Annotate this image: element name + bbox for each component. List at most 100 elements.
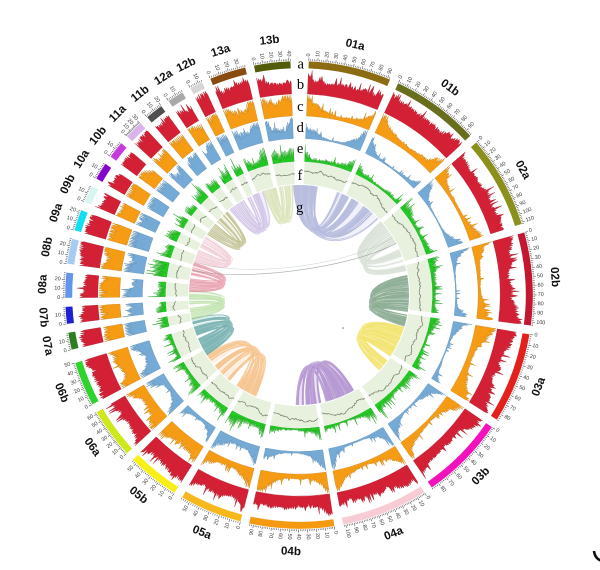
svg-text:0: 0 [102, 149, 108, 156]
svg-text:0: 0 [306, 53, 312, 56]
svg-text:90: 90 [352, 526, 359, 533]
svg-text:30: 30 [70, 379, 78, 387]
svg-text:20: 20 [106, 442, 114, 450]
svg-text:09a: 09a [47, 201, 66, 224]
svg-text:13a: 13a [209, 41, 232, 59]
svg-text:10: 10 [77, 396, 85, 404]
svg-text:10: 10 [406, 76, 414, 84]
svg-text:10: 10 [90, 162, 98, 170]
svg-text:10: 10 [106, 140, 114, 148]
svg-text:0: 0 [162, 93, 169, 99]
svg-text:10: 10 [532, 343, 539, 350]
svg-text:50: 50 [127, 465, 135, 473]
svg-text:20: 20 [222, 61, 230, 69]
svg-text:50: 50 [438, 96, 446, 104]
svg-text:13b: 13b [259, 33, 280, 48]
svg-text:50: 50 [518, 385, 526, 393]
svg-text:30: 30 [232, 58, 239, 65]
svg-text:90: 90 [249, 529, 256, 536]
svg-text:08b: 08b [39, 236, 56, 258]
svg-text:10: 10 [55, 312, 61, 318]
svg-text:10: 10 [191, 73, 199, 81]
svg-text:80: 80 [503, 414, 511, 422]
svg-text:40: 40 [469, 459, 477, 467]
svg-text:0: 0 [168, 495, 175, 501]
svg-text:70: 70 [453, 108, 461, 116]
svg-text:0: 0 [63, 348, 67, 355]
svg-text:0: 0 [204, 70, 211, 75]
svg-text:20: 20 [73, 387, 81, 395]
svg-text:30: 30 [476, 451, 484, 459]
svg-text:100: 100 [344, 528, 352, 538]
svg-text:20: 20 [150, 484, 158, 492]
svg-text:e: e [297, 141, 303, 157]
svg-text:100: 100 [522, 207, 533, 216]
svg-text:0: 0 [250, 57, 256, 61]
svg-text:40: 40 [67, 370, 75, 378]
svg-text:20: 20 [152, 95, 160, 103]
svg-text:0: 0 [59, 260, 63, 266]
svg-text:60: 60 [538, 282, 544, 288]
svg-text:20: 20 [267, 52, 274, 59]
svg-text:20: 20 [59, 241, 66, 248]
svg-text:20: 20 [533, 245, 540, 252]
svg-text:30: 30 [526, 364, 534, 372]
svg-text:40: 40 [96, 428, 104, 436]
svg-text:80: 80 [460, 115, 468, 123]
svg-text:60: 60 [360, 58, 367, 65]
svg-text:80: 80 [439, 485, 447, 493]
svg-text:20: 20 [489, 147, 497, 155]
svg-text:80: 80 [378, 64, 386, 72]
svg-text:30: 30 [534, 254, 541, 261]
svg-text:30: 30 [402, 508, 410, 516]
svg-text:10: 10 [224, 522, 232, 530]
svg-text:30: 30 [130, 113, 138, 121]
svg-text:50: 50 [286, 533, 292, 539]
svg-text:10: 10 [111, 448, 119, 456]
svg-text:07a: 07a [39, 335, 56, 357]
svg-text:b: b [297, 77, 304, 93]
svg-text:0: 0 [119, 129, 125, 135]
svg-text:0: 0 [494, 427, 500, 434]
svg-text:10: 10 [531, 236, 538, 243]
svg-text:100: 100 [536, 320, 546, 327]
svg-text:10: 10 [57, 250, 64, 257]
svg-text:40: 40 [295, 534, 301, 540]
svg-text:07b: 07b [36, 307, 51, 328]
svg-text:50: 50 [537, 273, 543, 279]
svg-text:0: 0 [119, 454, 125, 460]
svg-text:60: 60 [87, 414, 95, 422]
svg-text:0: 0 [528, 227, 532, 234]
svg-text:30: 30 [276, 51, 282, 57]
svg-text:d: d [297, 120, 305, 136]
svg-text:40: 40 [285, 50, 291, 56]
svg-text:01a: 01a [344, 36, 366, 53]
svg-text:04b: 04b [281, 545, 301, 559]
svg-text:30: 30 [423, 86, 431, 94]
svg-text:10: 10 [488, 436, 496, 444]
svg-text:90: 90 [519, 200, 527, 208]
svg-text:10: 10 [323, 532, 330, 539]
svg-text:30: 30 [494, 154, 502, 162]
svg-text:0: 0 [140, 109, 147, 115]
svg-text:10: 10 [54, 286, 60, 292]
svg-text:08a: 08a [36, 274, 50, 294]
svg-text:70: 70 [512, 184, 520, 192]
svg-text:40: 40 [394, 512, 402, 520]
svg-text:0: 0 [57, 295, 60, 301]
svg-text:10: 10 [213, 64, 221, 72]
svg-text:80: 80 [538, 301, 544, 307]
svg-text:0: 0 [236, 525, 243, 529]
svg-text:40: 40 [522, 375, 530, 383]
svg-text:40: 40 [134, 471, 142, 479]
svg-text:40: 40 [536, 264, 543, 271]
svg-text:20: 20 [529, 354, 536, 361]
svg-text:50: 50 [64, 362, 71, 369]
svg-text:20: 20 [213, 519, 221, 527]
svg-text:30: 30 [333, 53, 340, 60]
svg-text:50: 50 [352, 56, 359, 63]
svg-text:90: 90 [537, 310, 543, 316]
svg-text:60: 60 [513, 395, 521, 403]
svg-text:80: 80 [515, 192, 523, 200]
svg-text:10: 10 [77, 186, 85, 194]
